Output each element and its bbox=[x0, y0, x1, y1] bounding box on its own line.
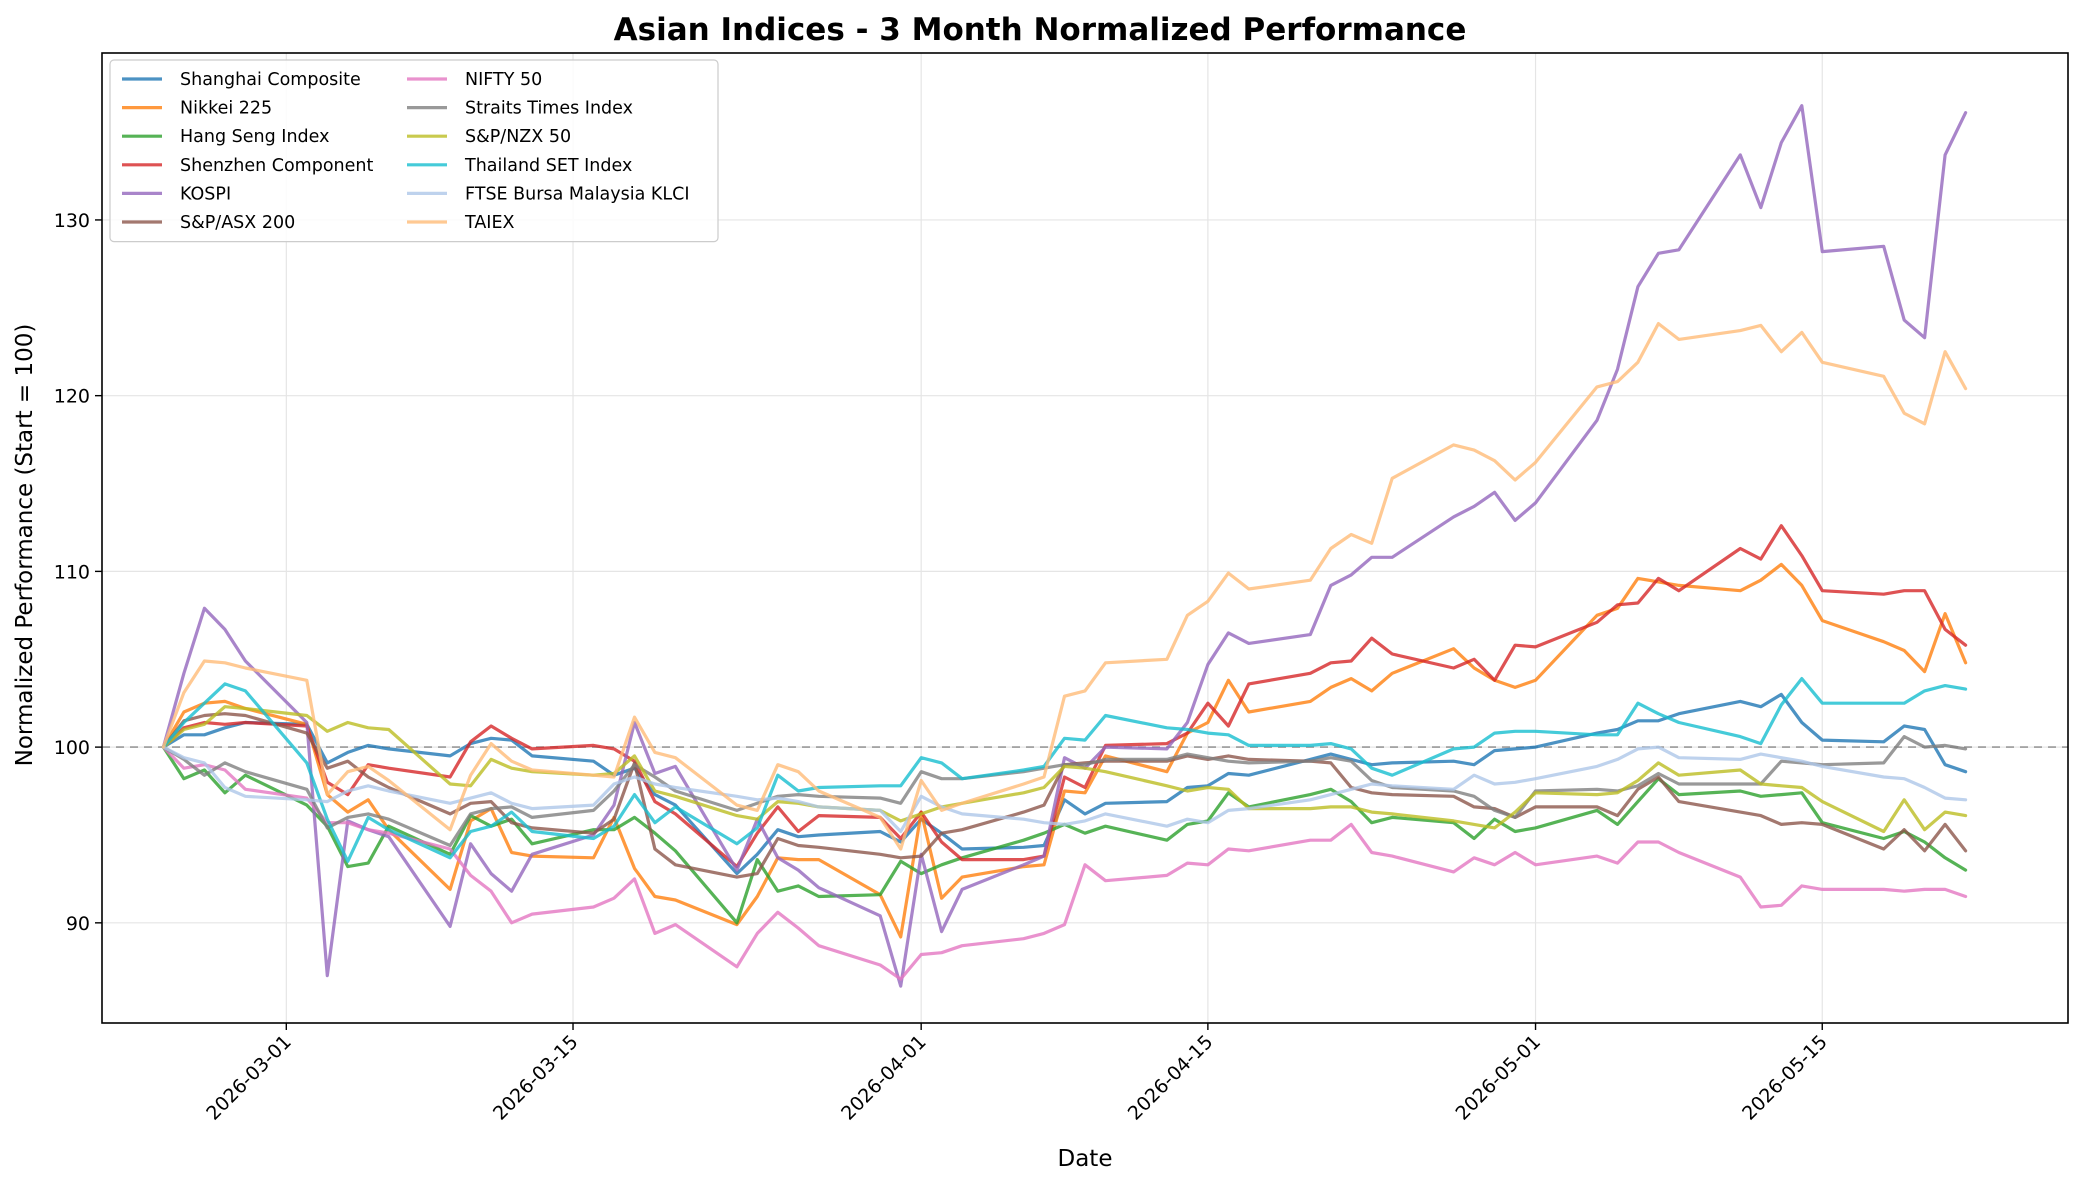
legend-label-straits-times-index: Straits Times Index bbox=[465, 99, 633, 119]
series-line-straits-times-index bbox=[161, 734, 1968, 848]
series-line-taiex bbox=[161, 322, 1968, 851]
y-tick-label: 130 bbox=[54, 210, 90, 232]
legend-label-hang-seng-index: Hang Seng Index bbox=[180, 127, 329, 147]
y-axis-ticks: 90 100 110 120 130 bbox=[54, 210, 102, 935]
legend-label-nifty-50: NIFTY 50 bbox=[465, 70, 542, 90]
legend-label-shenzhen-component: Shenzhen Component bbox=[180, 156, 373, 176]
y-tick-label: 110 bbox=[54, 561, 90, 583]
legend-label-kospi: KOSPI bbox=[180, 184, 231, 204]
series-line-thailand-set-index bbox=[161, 676, 1968, 863]
legend-label-ftse-bursa-malaysia-klci: FTSE Bursa Malaysia KLCI bbox=[465, 184, 690, 204]
legend-label-shanghai-composite: Shanghai Composite bbox=[180, 70, 361, 90]
legend-label-s-p-asx-200: S&P/ASX 200 bbox=[180, 213, 295, 233]
series-line-nifty-50 bbox=[161, 745, 1968, 981]
y-axis-label: Normalized Performance (Start = 100) bbox=[12, 324, 38, 767]
y-tick-label: 100 bbox=[54, 737, 90, 759]
legend: Shanghai Composite Nikkei 225 Hang Seng In… bbox=[109, 59, 719, 243]
x-axis-label: Date bbox=[1058, 1146, 1113, 1172]
legend-label-s-p-nzx-50: S&P/NZX 50 bbox=[465, 127, 571, 147]
legend-label-thailand-set-index: Thailand SET Index bbox=[464, 156, 632, 176]
y-tick-label: 90 bbox=[66, 913, 90, 935]
series-line-shenzhen-component bbox=[161, 524, 1968, 869]
series-lines bbox=[161, 104, 1968, 988]
legend-box bbox=[109, 59, 719, 243]
series-line-kospi bbox=[161, 104, 1968, 988]
legend-label-nikkei-225: Nikkei 225 bbox=[180, 99, 272, 119]
series-line-shanghai-composite bbox=[161, 692, 1968, 876]
series-line-ftse-bursa-malaysia-klci bbox=[161, 745, 1968, 834]
chart-title: Asian Indices - 3 Month Normalized Perfo… bbox=[614, 12, 1467, 48]
y-tick-label: 120 bbox=[54, 386, 90, 408]
series-line-s-p-nzx-50 bbox=[161, 705, 1968, 834]
legend-label-taiex: TAIEX bbox=[464, 213, 515, 233]
plot-frame bbox=[101, 52, 2069, 1024]
